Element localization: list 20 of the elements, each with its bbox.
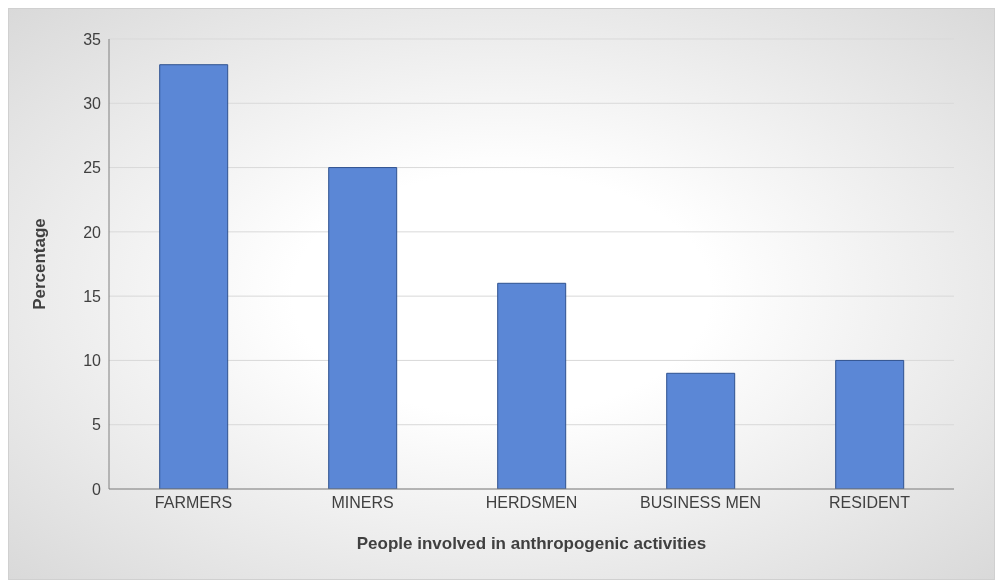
y-axis-title: Percentage <box>30 218 50 310</box>
x-axis-title: People involved in anthropogenic activities <box>356 534 707 553</box>
y-tick-label: 20 <box>83 223 102 241</box>
y-tick-label: 15 <box>83 287 102 305</box>
x-tick-label: BUSINESS MEN <box>640 494 761 512</box>
x-tick-label: HERDSMEN <box>485 494 578 512</box>
bar <box>835 359 905 489</box>
y-tick-label: 35 <box>83 30 102 48</box>
bar <box>328 167 398 489</box>
bar <box>159 64 229 489</box>
y-tick-label: 0 <box>92 480 102 498</box>
bar <box>497 282 567 489</box>
x-tick-label: FARMERS <box>154 494 233 512</box>
y-tick-label: 10 <box>83 352 102 370</box>
x-tick-label: RESIDENT <box>829 494 911 512</box>
y-tick-label: 30 <box>83 94 102 112</box>
y-tick-label: 5 <box>92 416 102 434</box>
x-tick-label: MINERS <box>331 494 394 512</box>
bar <box>666 372 736 489</box>
y-tick-label: 25 <box>83 159 102 177</box>
